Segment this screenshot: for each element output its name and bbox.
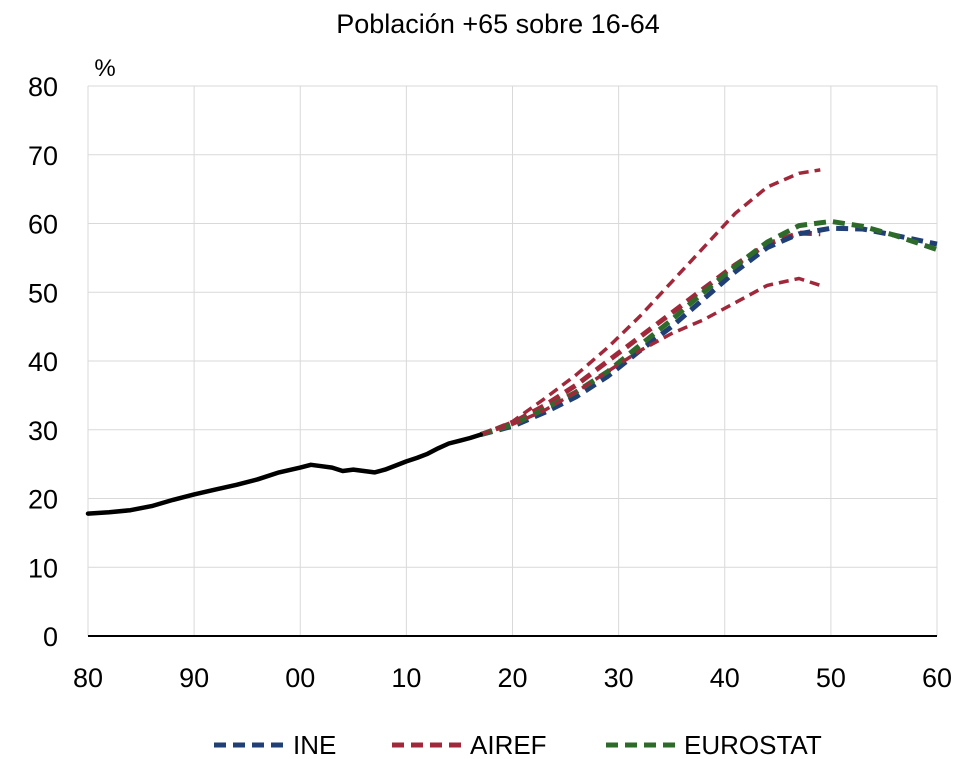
gridlines <box>87 85 938 636</box>
legend-label-airef: AIREF <box>470 730 547 759</box>
series-line-airef <box>479 230 821 437</box>
x-tick-label: 20 <box>497 663 527 693</box>
y-axis-unit-label: % <box>94 55 115 82</box>
y-tick-label: 40 <box>28 347 58 377</box>
x-tick-label: 90 <box>179 663 209 693</box>
axes: 0 10 20 30 40 50 60 70 80 80 90 00 10 20 30 40 50 60 <box>28 72 952 693</box>
y-tick-label: 70 <box>28 141 58 171</box>
chart-title: Población +65 sobre 16-64 <box>336 9 660 39</box>
y-tick-label: 20 <box>28 485 58 515</box>
x-tick-label: 50 <box>816 663 846 693</box>
series-line-scenario <box>480 276 821 437</box>
x-tick-label: 80 <box>73 663 103 693</box>
x-tick-label: 40 <box>710 663 740 693</box>
series-layer <box>85 168 938 516</box>
y-tick-label: 30 <box>28 416 58 446</box>
series-line-eurostat <box>479 218 938 437</box>
y-tick-label: 50 <box>28 278 58 308</box>
series-line-historical <box>85 432 483 516</box>
legend-label-eurostat: EUROSTAT <box>684 730 822 759</box>
y-tick-label: 80 <box>28 72 58 102</box>
series-line-scenario <box>480 168 821 437</box>
x-tick-label: 30 <box>604 663 634 693</box>
series-line-ine <box>480 225 938 438</box>
x-tick-label: 10 <box>391 663 421 693</box>
x-tick-label: 60 <box>922 663 952 693</box>
y-tick-label: 10 <box>28 553 58 583</box>
y-tick-label: 0 <box>43 622 58 652</box>
legend: INE AIREF EUROSTAT <box>214 730 822 759</box>
x-tick-label: 00 <box>285 663 315 693</box>
y-tick-label: 60 <box>28 210 58 240</box>
legend-label-ine: INE <box>293 730 336 759</box>
